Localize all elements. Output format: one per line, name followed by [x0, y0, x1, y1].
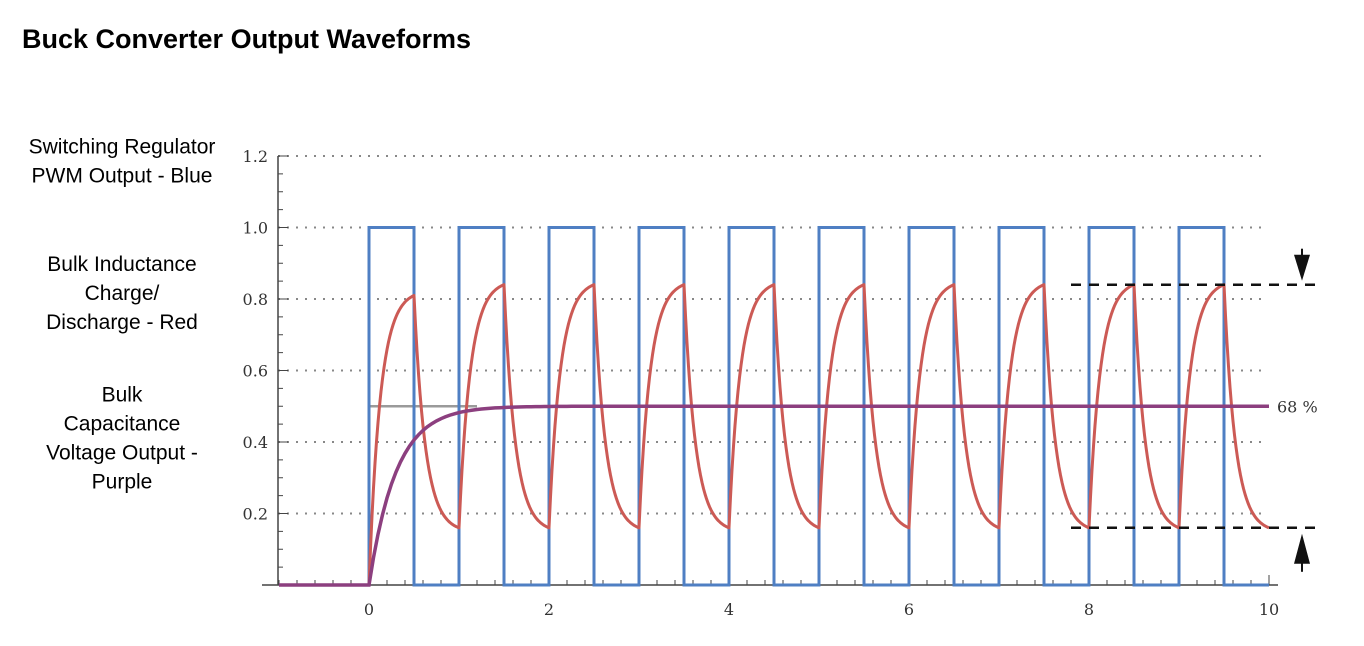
y-tick-label: 0.2: [243, 505, 268, 524]
legend-label-line: Switching Regulator: [29, 136, 216, 159]
x-tick-label: 2: [544, 600, 554, 619]
legend-label-line: Bulk: [102, 384, 143, 407]
chart-title: Buck Converter Output Waveforms: [22, 24, 471, 54]
down-arrow-icon: [1294, 254, 1310, 281]
legend: Switching Regulator PWM Output - Blue Bulk…: [29, 136, 216, 494]
legend-label-line: PWM Output - Blue: [32, 165, 213, 188]
x-tick-label: 0: [364, 600, 374, 619]
y-tick-label: 0.8: [243, 290, 268, 309]
y-tick-label: 0.4: [243, 433, 268, 452]
x-tick-label: 6: [904, 600, 914, 619]
legend-label-line: Capacitance: [64, 413, 181, 436]
ripple-percent-label: 68 %: [1277, 397, 1318, 416]
axes: 0.2 0.4 0.6 0.8 1.0 1.2 0 2 4 6 8 10: [243, 147, 1280, 619]
x-tick-label: 8: [1084, 600, 1094, 619]
annotations: 68 %: [1071, 248, 1323, 572]
legend-label-line: Bulk Inductance: [47, 253, 196, 276]
legend-label-line: Voltage Output -: [46, 442, 198, 465]
inductor-ripple-line: [367, 283, 1270, 586]
pwm-output-line: [279, 226, 1269, 587]
legend-label-line: Charge/: [85, 282, 160, 305]
legend-label-line: Purple: [92, 471, 153, 494]
x-tick-label: 10: [1259, 600, 1279, 619]
legend-label-line: Discharge - Red: [46, 311, 198, 334]
y-tick-label: 1.0: [243, 219, 268, 238]
y-tick-label: 0.6: [243, 362, 268, 381]
series-group: [279, 226, 1270, 587]
capacitor-voltage-line: [279, 404, 1269, 587]
up-arrow-icon: [1294, 533, 1310, 564]
x-tick-label: 4: [724, 600, 734, 619]
y-tick-label: 1.2: [243, 147, 268, 166]
